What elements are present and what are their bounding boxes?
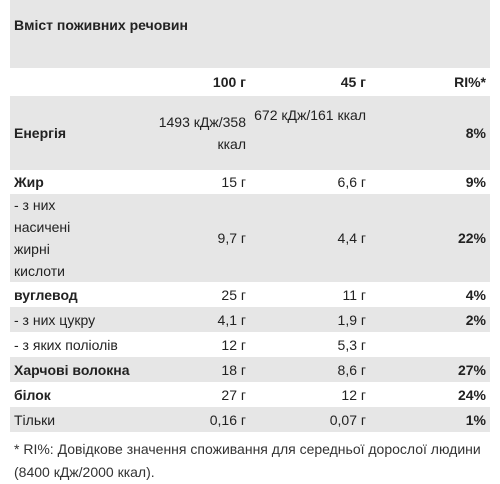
- row-value-45g: 0,07 г: [250, 407, 370, 432]
- row-label: Харчові волокна: [10, 357, 130, 382]
- row-value-45g: 6,6 г: [337, 174, 366, 190]
- row-value-45g: 12 г: [341, 386, 366, 403]
- row-value-ri: 4%: [465, 286, 486, 303]
- row-value-45g: 8,6 г: [250, 357, 370, 382]
- nutrition-panel: Вміст поживних речовин 100 г 45 г RI%* Е…: [10, 0, 490, 484]
- row-value-100g: 25 г: [221, 286, 246, 303]
- row-value-ri: 8%: [370, 96, 490, 170]
- table-row: білок 27 г 12 г 24%: [10, 382, 490, 407]
- row-value-45g: 672 кДж/161 ккал: [250, 96, 370, 170]
- row-value-45g: 11 г: [342, 286, 366, 303]
- row-value-ri: 27%: [370, 357, 490, 382]
- footnote: * RI%: Довідкове значення споживання для…: [14, 441, 481, 480]
- table-row: Енергія 1493 кДж/358 ккал 672 кДж/161 кк…: [10, 96, 490, 170]
- row-value-ri: [370, 332, 490, 357]
- table-row: Жир 15 г 6,6 г 9%: [10, 170, 490, 194]
- row-label: - з яких поліолів: [14, 336, 118, 353]
- header-name-cell: [10, 68, 130, 96]
- row-value-100g: 15 г: [221, 174, 246, 190]
- header-ri: RI%*: [454, 74, 486, 90]
- row-value-100g: 4,1 г: [130, 307, 250, 332]
- table-row: Тільки 0,16 г 0,07 г 1%: [10, 407, 490, 432]
- row-value-ri: 24%: [457, 386, 486, 403]
- row-value-100g: 27 г: [221, 386, 246, 403]
- row-value-100g: 9,7 г: [130, 194, 250, 282]
- row-value-45g: 5,3 г: [337, 336, 366, 353]
- row-label: Енергія: [10, 96, 130, 170]
- table-row: - з яких поліолів 12 г 5,3 г: [10, 332, 490, 357]
- nutrition-table: Вміст поживних речовин 100 г 45 г RI%* Е…: [10, 0, 490, 432]
- header-45g: 45 г: [340, 74, 366, 90]
- row-value-ri: 22%: [370, 194, 490, 282]
- row-value-100g: 18 г: [130, 357, 250, 382]
- row-label: Тільки: [10, 407, 130, 432]
- row-value-ri: 1%: [370, 407, 490, 432]
- row-value-45g: 1,9 г: [250, 307, 370, 332]
- row-value-100g: 1493 кДж/358 ккал: [130, 96, 250, 170]
- row-label: Жир: [14, 174, 44, 190]
- table-title-row: Вміст поживних речовин: [10, 0, 490, 68]
- row-value-ri: 2%: [370, 307, 490, 332]
- row-label: - з них цукру: [10, 307, 130, 332]
- row-value-100g: 0,16 г: [130, 407, 250, 432]
- row-label: білок: [14, 386, 51, 403]
- row-value-100g: 12 г: [221, 336, 246, 353]
- table-row: вуглевод 25 г 11 г 4%: [10, 282, 490, 307]
- table-row: Харчові волокна 18 г 8,6 г 27%: [10, 357, 490, 382]
- table-title: Вміст поживних речовин: [10, 0, 490, 68]
- table-row: - з них насичені жирні кислоти 9,7 г 4,4…: [10, 194, 490, 282]
- row-label: - з них насичені жирні кислоти: [10, 194, 130, 282]
- table-row: - з них цукру 4,1 г 1,9 г 2%: [10, 307, 490, 332]
- row-value-45g: 4,4 г: [250, 194, 370, 282]
- row-value-ri: 9%: [465, 174, 486, 190]
- header-100g: 100 г: [212, 74, 246, 90]
- table-header-row: 100 г 45 г RI%*: [10, 68, 490, 96]
- row-label: вуглевод: [14, 286, 78, 303]
